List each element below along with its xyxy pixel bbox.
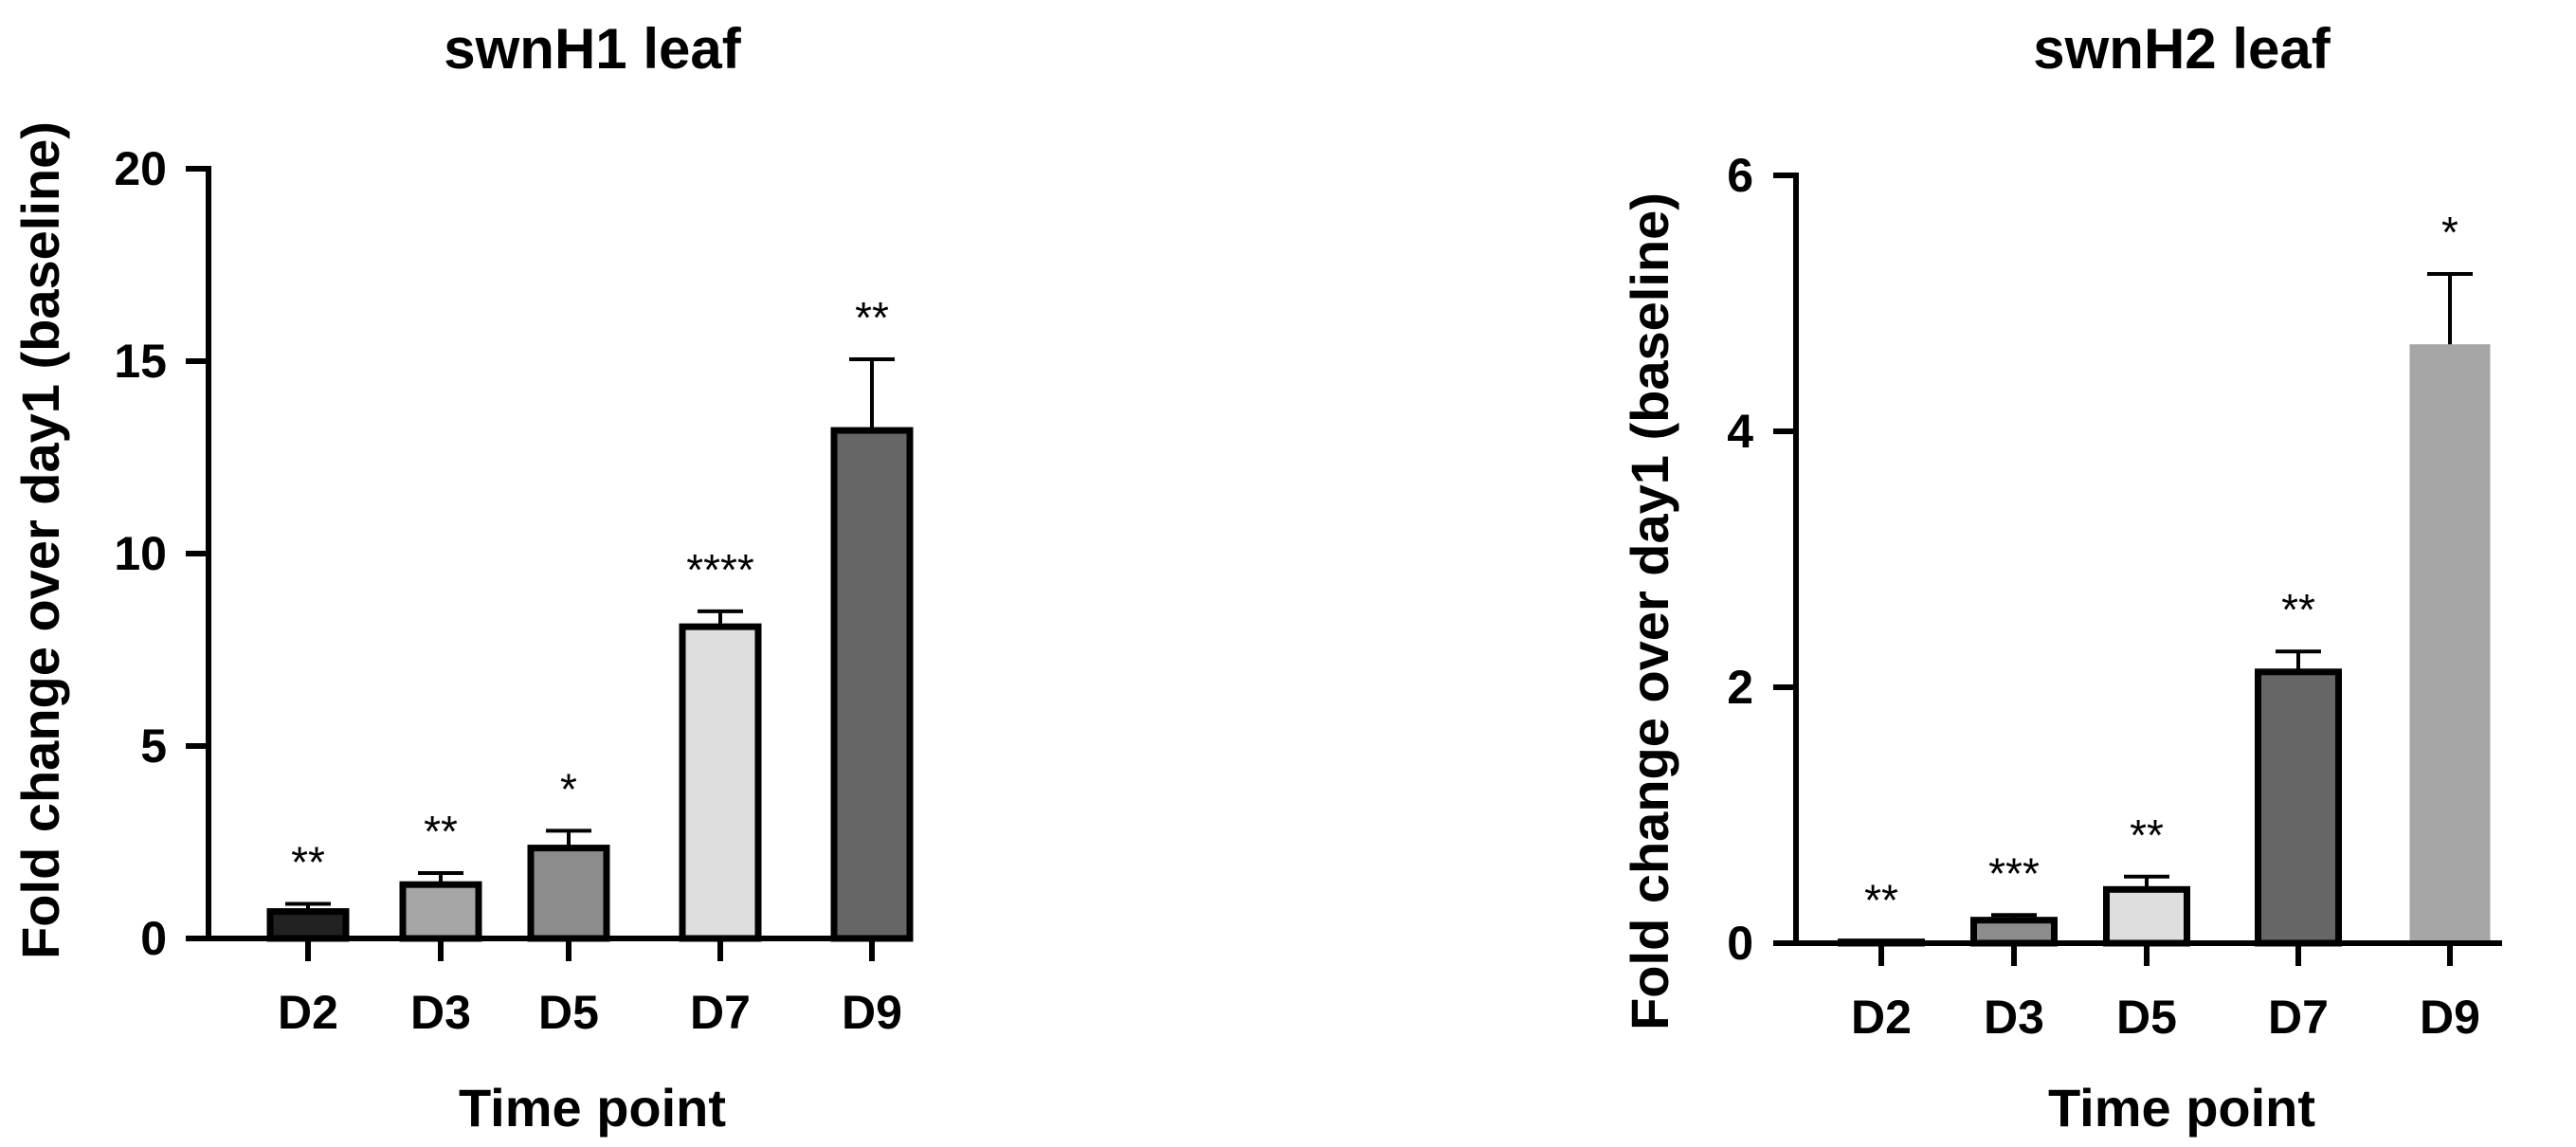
y-axis-label: Fold change over day1 (baseline) xyxy=(10,121,70,959)
significance-label: ** xyxy=(855,293,889,342)
significance-label: ** xyxy=(1864,876,1898,925)
significance-label: * xyxy=(2441,208,2458,257)
x-axis-label: Time point xyxy=(459,1078,726,1138)
x-tick-label: D3 xyxy=(410,986,471,1039)
significance-group: *********** xyxy=(291,293,889,886)
chart-swnh2-leaf: swnH2 leaf Fold change over day1 (baseli… xyxy=(1620,17,2502,1138)
x-tick-label: D9 xyxy=(842,986,902,1039)
significance-label: *** xyxy=(1988,848,2040,898)
y-tick-label: 20 xyxy=(114,142,167,195)
significance-group: ********** xyxy=(1864,208,2458,925)
x-tick-label: D7 xyxy=(690,986,751,1039)
bar-d9 xyxy=(830,427,914,942)
bar-d7 xyxy=(2255,668,2342,947)
chart-title: swnH2 leaf xyxy=(2033,17,2331,81)
bar-group xyxy=(266,356,914,942)
x-tick-label: D7 xyxy=(2268,991,2329,1044)
y-tick-label: 0 xyxy=(1727,917,1753,970)
y-tick-label: 0 xyxy=(140,912,167,965)
significance-label: ** xyxy=(2281,585,2315,634)
y-tick-label: 10 xyxy=(114,527,167,580)
bar-d9 xyxy=(2409,344,2491,943)
y-axis-label: Fold change over day1 (baseline) xyxy=(1620,192,1679,1030)
axes: D2 D3 D5 D7 D9 0 2 4 6 xyxy=(1727,149,2502,1044)
significance-label: **** xyxy=(686,545,754,594)
bar-d7 xyxy=(679,623,762,942)
bar-d3 xyxy=(1970,917,2058,947)
bar-d2 xyxy=(266,908,350,942)
y-tick-label: 5 xyxy=(140,719,167,773)
bar-d3 xyxy=(399,881,482,942)
bar-d5 xyxy=(2103,885,2190,947)
x-tick-label: D5 xyxy=(2116,991,2177,1044)
y-tick-label: 15 xyxy=(114,335,167,388)
x-tick-label: D2 xyxy=(1851,991,1912,1044)
chart-title: swnH1 leaf xyxy=(444,17,741,81)
y-tick-label: 2 xyxy=(1727,661,1753,714)
significance-label: ** xyxy=(424,807,458,856)
x-tick-label: D2 xyxy=(278,986,338,1039)
bar-group xyxy=(1838,271,2491,947)
significance-label: ** xyxy=(291,837,325,886)
x-axis-label: Time point xyxy=(2048,1078,2315,1138)
significance-label: * xyxy=(560,764,577,813)
x-tick-label: D9 xyxy=(2420,991,2480,1044)
axes: D2 D3 D5 D7 D9 0 5 10 15 20 xyxy=(114,142,905,1039)
y-tick-label: 6 xyxy=(1727,149,1753,202)
chart-swnh1-leaf: swnH1 leaf Fold change over day1 (baseli… xyxy=(10,17,914,1138)
x-tick-label: D3 xyxy=(1984,991,2044,1044)
y-tick-label: 4 xyxy=(1727,405,1753,458)
bar-d5 xyxy=(527,845,610,942)
x-tick-label: D5 xyxy=(538,986,599,1039)
significance-label: ** xyxy=(2130,810,2164,860)
